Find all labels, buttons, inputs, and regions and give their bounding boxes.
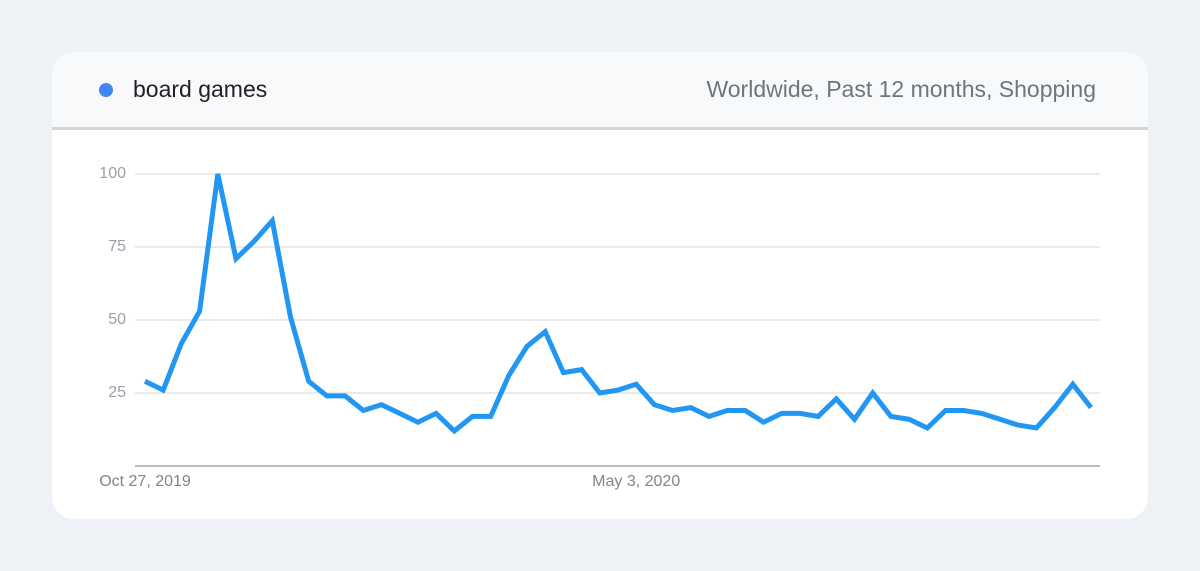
header-divider	[52, 127, 1148, 130]
plot: 25 50 75 100 Oct 27, 2019 May 3, 2020	[99, 165, 1100, 490]
card-header	[52, 52, 1148, 128]
trend-line	[143, 173, 1093, 435]
card	[52, 52, 1148, 519]
x-tick-label: Oct 27, 2019	[99, 473, 191, 490]
legend-dot	[99, 83, 113, 97]
y-tick-label: 100	[99, 165, 126, 182]
y-tick-label: 50	[108, 311, 126, 328]
y-tick-label: 25	[108, 384, 126, 401]
y-tick-label: 75	[108, 238, 126, 255]
x-tick-label: May 3, 2020	[592, 473, 680, 490]
legend-label: board games	[133, 76, 267, 102]
filters: Worldwide, Past 12 months, Shopping	[706, 76, 1096, 102]
